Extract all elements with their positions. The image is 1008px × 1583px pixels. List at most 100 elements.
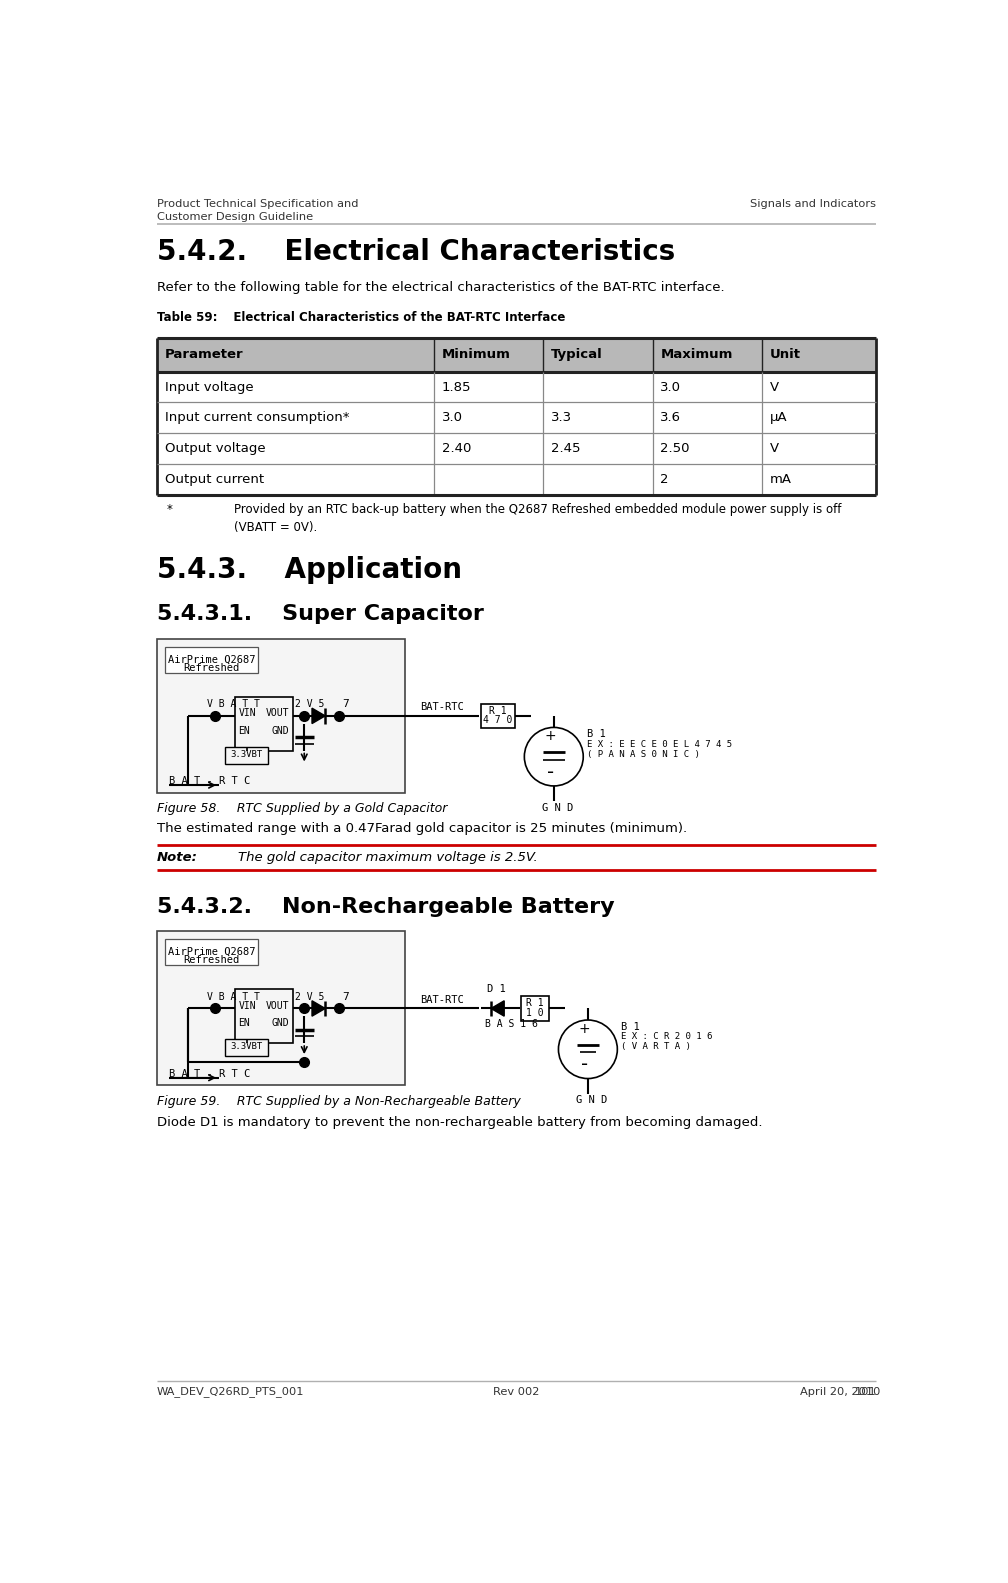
Text: V B A T T: V B A T T bbox=[208, 700, 260, 709]
Text: VOUT: VOUT bbox=[265, 708, 288, 719]
Text: ( V A R T A ): ( V A R T A ) bbox=[621, 1042, 691, 1051]
Text: D 1: D 1 bbox=[487, 983, 506, 994]
Bar bbox=[235, 697, 292, 750]
Text: AirPrime Q2687: AirPrime Q2687 bbox=[167, 947, 255, 956]
Text: Provided by an RTC back-up battery when the Q2687 Refreshed embedded module powe: Provided by an RTC back-up battery when … bbox=[235, 502, 842, 533]
Text: VIN: VIN bbox=[238, 1000, 256, 1012]
Text: VIN: VIN bbox=[238, 708, 256, 719]
Text: Refreshed: Refreshed bbox=[183, 955, 239, 966]
Text: 2.40: 2.40 bbox=[442, 442, 471, 456]
Bar bbox=[157, 372, 876, 402]
Text: E X : E E C E 0 E L 4 7 4 5: E X : E E C E 0 E L 4 7 4 5 bbox=[587, 739, 732, 749]
Text: GND: GND bbox=[271, 727, 288, 736]
Text: BAT-RTC: BAT-RTC bbox=[420, 994, 465, 1005]
Text: April 20, 2010: April 20, 2010 bbox=[800, 1387, 881, 1396]
Text: G N D: G N D bbox=[542, 803, 574, 814]
Text: V B A T T: V B A T T bbox=[208, 991, 260, 1002]
Text: 2 V 5: 2 V 5 bbox=[295, 991, 325, 1002]
Text: G N D: G N D bbox=[577, 1095, 608, 1105]
Text: B A T - R T C: B A T - R T C bbox=[168, 776, 250, 785]
Text: 3.6: 3.6 bbox=[660, 412, 681, 424]
Bar bbox=[164, 939, 258, 966]
Text: Parameter: Parameter bbox=[164, 348, 243, 361]
Text: E X : C R 2 0 1 6: E X : C R 2 0 1 6 bbox=[621, 1032, 713, 1042]
Bar bbox=[225, 747, 268, 763]
Text: 7: 7 bbox=[343, 991, 349, 1002]
Text: B A S 1 6: B A S 1 6 bbox=[485, 1019, 537, 1029]
Text: +: + bbox=[579, 1021, 591, 1035]
Text: WA_DEV_Q26RD_PTS_001: WA_DEV_Q26RD_PTS_001 bbox=[157, 1387, 304, 1398]
Text: Minimum: Minimum bbox=[442, 348, 510, 361]
Text: B A T - R T C: B A T - R T C bbox=[168, 1069, 250, 1078]
Text: 5.4.3.2.  Non-Rechargeable Battery: 5.4.3.2. Non-Rechargeable Battery bbox=[157, 898, 615, 917]
Text: Input voltage: Input voltage bbox=[164, 380, 253, 394]
Text: Refer to the following table for the electrical characteristics of the BAT-RTC i: Refer to the following table for the ele… bbox=[157, 280, 725, 294]
Text: Input current consumption*: Input current consumption* bbox=[164, 412, 349, 424]
Bar bbox=[481, 703, 515, 728]
Bar bbox=[157, 402, 876, 434]
Text: GND: GND bbox=[271, 1018, 288, 1029]
Text: B 1: B 1 bbox=[621, 1021, 640, 1032]
Text: V: V bbox=[769, 380, 779, 394]
Text: -: - bbox=[547, 763, 554, 782]
Text: Signals and Indicators: Signals and Indicators bbox=[750, 199, 876, 209]
Text: The gold capacitor maximum voltage is 2.5V.: The gold capacitor maximum voltage is 2.… bbox=[238, 850, 538, 864]
Text: Refreshed: Refreshed bbox=[183, 663, 239, 673]
Text: Diode D1 is mandatory to prevent the non-rechargeable battery from becoming dama: Diode D1 is mandatory to prevent the non… bbox=[157, 1116, 762, 1129]
Text: Maximum: Maximum bbox=[660, 348, 733, 361]
Bar bbox=[157, 931, 405, 1086]
Text: mA: mA bbox=[769, 473, 791, 486]
Bar bbox=[157, 464, 876, 495]
Bar bbox=[157, 640, 405, 793]
Text: 2: 2 bbox=[660, 473, 668, 486]
Text: 2.50: 2.50 bbox=[660, 442, 689, 456]
Text: *: * bbox=[166, 502, 172, 516]
Text: -: - bbox=[582, 1056, 589, 1075]
Text: 2.45: 2.45 bbox=[551, 442, 581, 456]
Text: 1.85: 1.85 bbox=[442, 380, 471, 394]
Text: 101: 101 bbox=[855, 1387, 876, 1396]
Text: µA: µA bbox=[769, 412, 787, 424]
Text: VOUT: VOUT bbox=[265, 1000, 288, 1012]
Bar bbox=[235, 989, 292, 1043]
Text: Figure 59.  RTC Supplied by a Non-Rechargeable Battery: Figure 59. RTC Supplied by a Non-Recharg… bbox=[157, 1095, 521, 1108]
Text: 5.4.3.  Application: 5.4.3. Application bbox=[157, 557, 462, 584]
Text: 3.3: 3.3 bbox=[551, 412, 573, 424]
Text: ( P A N A S 0 N I C ): ( P A N A S 0 N I C ) bbox=[587, 750, 700, 758]
Bar bbox=[164, 646, 258, 673]
Polygon shape bbox=[491, 1000, 504, 1016]
Text: Table 59:  Electrical Characteristics of the BAT-RTC Interface: Table 59: Electrical Characteristics of … bbox=[157, 310, 565, 325]
Text: 3.0: 3.0 bbox=[660, 380, 681, 394]
Text: Typical: Typical bbox=[551, 348, 603, 361]
Text: 5.4.2.  Electrical Characteristics: 5.4.2. Electrical Characteristics bbox=[157, 237, 675, 266]
Text: R 1: R 1 bbox=[489, 706, 507, 716]
Bar bbox=[521, 996, 549, 1021]
Text: The estimated range with a 0.47Farad gold capacitor is 25 minutes (minimum).: The estimated range with a 0.47Farad gol… bbox=[157, 822, 687, 836]
Text: 2 V 5: 2 V 5 bbox=[295, 700, 325, 709]
Bar bbox=[157, 434, 876, 464]
Circle shape bbox=[524, 728, 584, 785]
Polygon shape bbox=[312, 708, 326, 723]
Circle shape bbox=[558, 1019, 617, 1078]
Text: Note:: Note: bbox=[157, 850, 198, 864]
Text: B 1: B 1 bbox=[587, 728, 606, 739]
Text: Unit: Unit bbox=[769, 348, 800, 361]
Text: 1 0: 1 0 bbox=[526, 1008, 544, 1018]
Text: EN: EN bbox=[238, 1018, 250, 1029]
Text: EN: EN bbox=[238, 727, 250, 736]
Text: V: V bbox=[769, 442, 779, 456]
Text: +: + bbox=[545, 728, 556, 742]
Text: 3.3VBT: 3.3VBT bbox=[231, 1042, 263, 1051]
Text: AirPrime Q2687: AirPrime Q2687 bbox=[167, 654, 255, 665]
Text: Rev 002: Rev 002 bbox=[493, 1387, 540, 1396]
Text: BAT-RTC: BAT-RTC bbox=[420, 701, 465, 712]
Text: 5.4.3.1.  Super Capacitor: 5.4.3.1. Super Capacitor bbox=[157, 605, 484, 624]
Text: Output current: Output current bbox=[164, 473, 264, 486]
Text: Figure 58.  RTC Supplied by a Gold Capacitor: Figure 58. RTC Supplied by a Gold Capaci… bbox=[157, 803, 448, 815]
Text: 7: 7 bbox=[343, 700, 349, 709]
Text: R 1: R 1 bbox=[526, 999, 544, 1008]
Text: 4 7 0: 4 7 0 bbox=[483, 716, 513, 725]
Bar bbox=[157, 337, 876, 372]
Text: Product Technical Specification and
Customer Design Guideline: Product Technical Specification and Cust… bbox=[157, 199, 359, 222]
Bar bbox=[225, 1040, 268, 1056]
